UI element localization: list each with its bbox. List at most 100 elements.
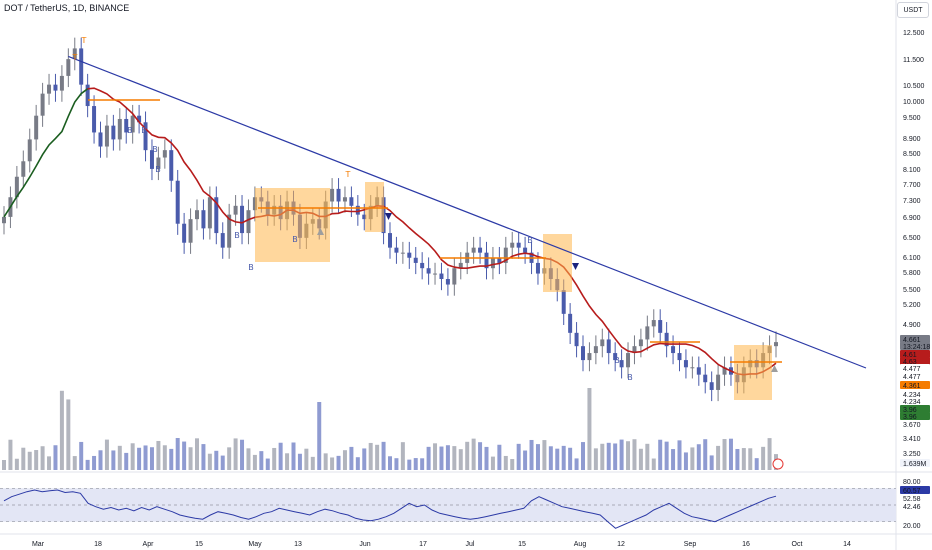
volume-bar — [413, 458, 418, 470]
price-label-bg — [900, 381, 930, 389]
signal-marker: B — [155, 165, 161, 174]
symbol-title: DOT / TetherUS, 1D, BINANCE — [4, 3, 130, 13]
candle-body — [497, 257, 502, 263]
candle-body — [72, 48, 77, 60]
x-tick-label: 17 — [419, 541, 427, 548]
candle-body — [490, 257, 495, 269]
volume-bar — [265, 458, 270, 470]
signal-marker: B — [234, 231, 240, 240]
price-label-bg — [900, 420, 930, 428]
candle-body — [388, 233, 392, 248]
rsi-level-bg — [900, 502, 930, 510]
volume-bar — [677, 440, 682, 470]
volume-bar — [445, 445, 450, 470]
volume-bar — [246, 448, 251, 470]
volume-bar — [478, 442, 483, 470]
candle-body — [246, 210, 251, 234]
volume-bar — [336, 455, 341, 470]
x-tick-label: 13 — [294, 541, 302, 548]
volume-bar — [156, 440, 161, 470]
volume-bar — [149, 447, 154, 470]
candle-body — [651, 320, 656, 327]
volume-bar — [555, 448, 560, 470]
y-tick-label: 8.500 — [903, 151, 921, 158]
candle-body — [445, 279, 450, 285]
volume-bar — [111, 450, 116, 470]
candle-body — [175, 180, 180, 224]
volume-bar — [388, 456, 392, 470]
volume-bar — [137, 447, 142, 470]
volume-bar — [471, 438, 476, 470]
y-tick-label: 5.200 — [903, 302, 921, 309]
price-label-bg — [900, 342, 930, 350]
candle-body — [188, 219, 193, 243]
candle-body — [574, 332, 579, 347]
x-tick-label: 14 — [843, 541, 851, 548]
trendline — [68, 55, 867, 369]
candle-body — [690, 367, 695, 369]
volume-bar — [368, 442, 373, 470]
candle-body — [426, 268, 431, 274]
candle-body — [478, 247, 483, 253]
candle-body — [613, 353, 618, 361]
volume-bar — [593, 448, 598, 470]
candle-body — [111, 125, 116, 140]
signal-marker: B — [292, 235, 298, 244]
candle-body — [458, 262, 463, 269]
x-tick-label: Apr — [143, 541, 155, 548]
volume-bar — [278, 442, 283, 470]
candle-body — [149, 150, 154, 169]
volume-bar — [85, 459, 90, 470]
candle-body — [349, 197, 354, 206]
volume-bar — [523, 450, 528, 470]
y-tick-label: 12.500 — [903, 30, 925, 37]
volume-bar — [433, 443, 438, 470]
volume-bar — [130, 443, 135, 470]
price-label: 4.661 — [903, 337, 921, 344]
volume-bar — [291, 442, 296, 470]
signal-marker: T — [345, 170, 351, 179]
volume-bar — [27, 451, 32, 470]
candle-body — [137, 115, 142, 123]
volume-bar — [458, 449, 463, 470]
volume-bar — [452, 446, 457, 470]
candle-body — [195, 210, 199, 220]
price-label-bg — [900, 405, 930, 413]
volume-bar — [2, 460, 6, 470]
rsi-level-label: 20.00 — [903, 523, 921, 530]
y-tick-label: 4.900 — [903, 322, 921, 329]
consolidation-box — [255, 188, 330, 262]
signal-marker: B — [248, 263, 254, 272]
sell-triangle-icon — [385, 213, 392, 220]
candle-body — [34, 115, 39, 140]
candle-body — [420, 262, 425, 269]
volume-bar — [632, 439, 637, 470]
volume-bar — [568, 447, 573, 470]
volume-bar — [381, 441, 386, 470]
x-tick-label: May — [248, 541, 262, 548]
rsi-line — [3, 489, 777, 529]
candle-body — [214, 197, 219, 234]
candle-body — [510, 242, 515, 248]
volume-bar — [240, 439, 245, 470]
candle-body — [98, 132, 103, 147]
buy-triangle-icon — [317, 228, 324, 235]
volume-bar — [484, 446, 489, 470]
volume-bar — [407, 459, 412, 470]
candle-body — [561, 290, 566, 314]
volume-bar — [510, 459, 515, 470]
currency-button[interactable]: USDT — [897, 2, 929, 18]
volume-bar — [195, 438, 199, 470]
price-label: 3.96 — [903, 407, 917, 414]
signal-marker: T — [72, 53, 78, 62]
signal-marker: B — [614, 356, 620, 365]
price-label-bg — [900, 372, 930, 380]
volume-bar — [703, 439, 708, 470]
x-tick-label: 12 — [617, 541, 625, 548]
candle-body — [27, 139, 32, 162]
price-pane — [0, 20, 896, 470]
y-tick-label: 6.100 — [903, 255, 921, 262]
y-tick-label: 6.900 — [903, 215, 921, 222]
